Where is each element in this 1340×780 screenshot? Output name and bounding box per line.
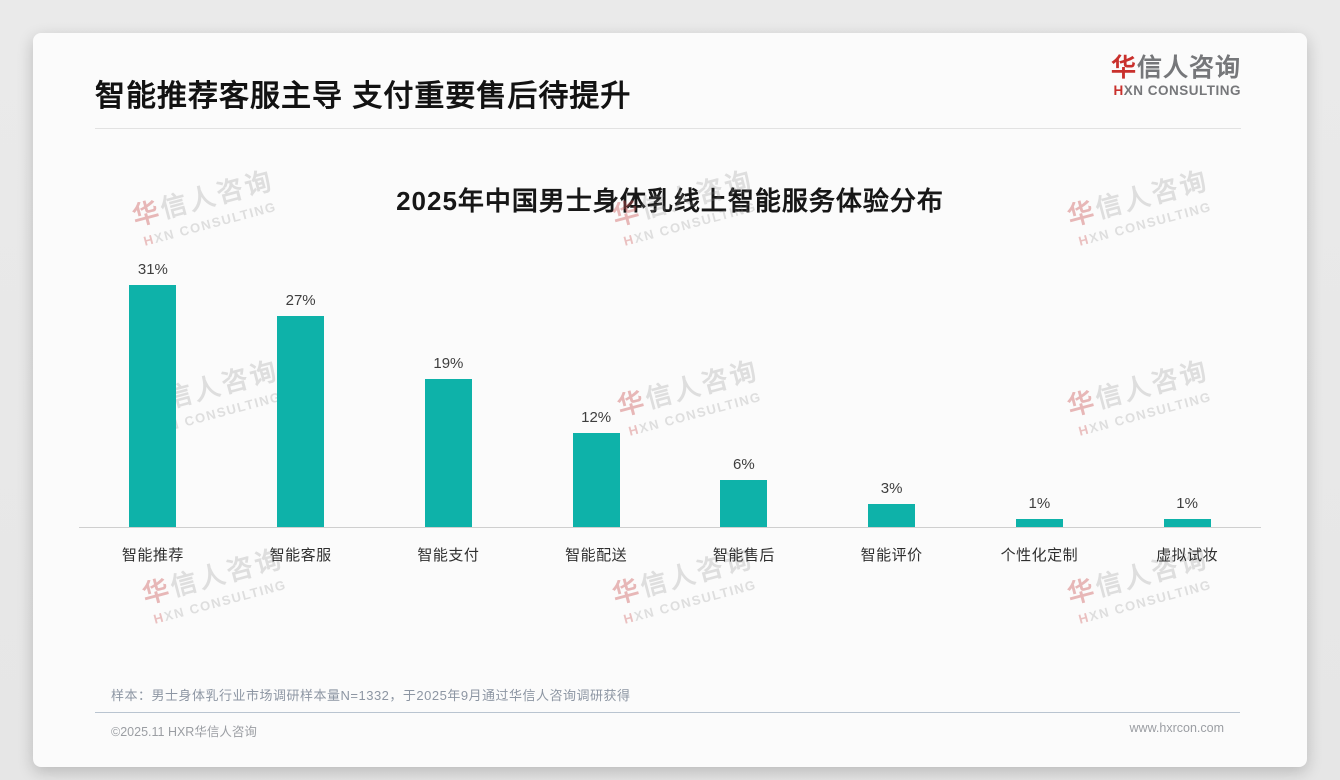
company-logo: 华信人咨询 HXN CONSULTING <box>1110 54 1241 99</box>
sample-note: 样本：男士身体乳行业市场调研样本量N=1332，于2025年9月通过华信人咨询调… <box>111 688 631 703</box>
bar-category-label: 智能支付 <box>417 547 480 564</box>
bar <box>868 503 916 527</box>
footer: ©2025.11 HXR华信人咨询 www.hxrcon.com <box>111 721 1224 740</box>
logo-en-text: XN CONSULTING <box>1123 82 1241 98</box>
company-logo-cn: 华信人咨询 <box>1110 54 1241 83</box>
bar-chart: 31% 27% 19% 12% 6% 3% 1% 1% 智能推荐 智能客服 智能支付 智能配送 智能售… <box>79 218 1261 565</box>
bar-category-label: 智能评价 <box>860 547 923 564</box>
bar-value-label: 3% <box>880 479 903 497</box>
copyright-text: ©2025.11 HXR华信人咨询 <box>111 725 257 739</box>
bar-category-label: 智能推荐 <box>121 547 184 564</box>
bar <box>129 285 177 527</box>
bar <box>572 433 620 527</box>
watermark-en: HXN CONSULTING <box>1076 576 1214 627</box>
bar <box>1015 519 1063 527</box>
bar-category-label: 智能配送 <box>565 547 628 564</box>
bar <box>720 480 768 527</box>
bar-column: 1% <box>966 495 1114 527</box>
watermark-en: HXN CONSULTING <box>621 576 759 627</box>
logo-cn-text: 信人咨询 <box>1136 54 1241 82</box>
watermark-en: HXN CONSULTING <box>151 576 289 627</box>
footer-divider <box>95 712 1240 713</box>
bar-value-label: 1% <box>1176 495 1198 513</box>
bar-value-label: 31% <box>137 261 168 279</box>
bar-category-label: 智能售后 <box>712 547 775 564</box>
bar-category-label: 虚拟试妆 <box>1156 547 1219 564</box>
bar-column: 6% <box>670 456 818 527</box>
chart-category-axis: 智能推荐 智能客服 智能支付 智能配送 智能售后 智能评价 个性化定制 虚拟试妆 <box>79 528 1261 565</box>
bar <box>277 316 325 527</box>
bar <box>424 378 472 527</box>
bar-column: 31% <box>79 261 227 527</box>
bar-value-label: 12% <box>581 409 612 427</box>
bar-column: 3% <box>818 480 966 527</box>
logo-cn-accent: 华 <box>1110 54 1137 82</box>
bar-column: 27% <box>227 292 375 527</box>
bar-column: 1% <box>1113 495 1261 527</box>
company-logo-en: HXN CONSULTING <box>1111 82 1241 99</box>
bar-column: 19% <box>375 355 523 527</box>
chart-title: 2025年中国男士身体乳线上智能服务体验分布 <box>396 186 944 216</box>
bar-value-label: 1% <box>1028 495 1051 513</box>
bar-value-label: 19% <box>433 354 464 372</box>
logo-en-accent: H <box>1113 82 1124 98</box>
bar-category-label: 智能客服 <box>269 547 332 564</box>
website-url: www.hxrcon.com <box>1129 721 1224 735</box>
header: 智能推荐客服主导 支付重要售后待提升 华信人咨询 HXN CONSULTING <box>33 33 1307 115</box>
bar-category-label: 个性化定制 <box>1000 547 1079 564</box>
bar-value-label: 27% <box>285 292 316 310</box>
report-card: 华信人咨询 HXN CONSULTING 华信人咨询 HXN CONSULTING 华信… <box>33 33 1307 767</box>
header-divider <box>95 128 1241 129</box>
bar-value-label: 6% <box>733 456 755 474</box>
bar-column: 12% <box>522 409 670 527</box>
bar <box>1163 519 1211 527</box>
chart-plot-area: 31% 27% 19% 12% 6% 3% 1% 1% <box>79 218 1261 528</box>
page-title: 智能推荐客服主导 支付重要售后待提升 <box>95 80 632 113</box>
